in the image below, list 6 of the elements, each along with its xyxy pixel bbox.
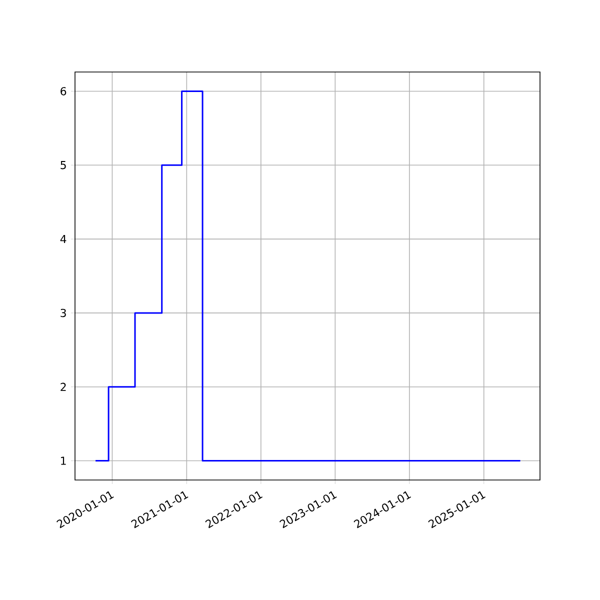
- y-tick-label: 4: [60, 235, 66, 244]
- y-tick-label: 3: [60, 308, 66, 318]
- y-tick-label: 5: [60, 161, 66, 170]
- y-tick-label: 2: [60, 382, 66, 391]
- y-tick-label: 1: [61, 456, 66, 465]
- y-tick-label: 6: [60, 87, 66, 96]
